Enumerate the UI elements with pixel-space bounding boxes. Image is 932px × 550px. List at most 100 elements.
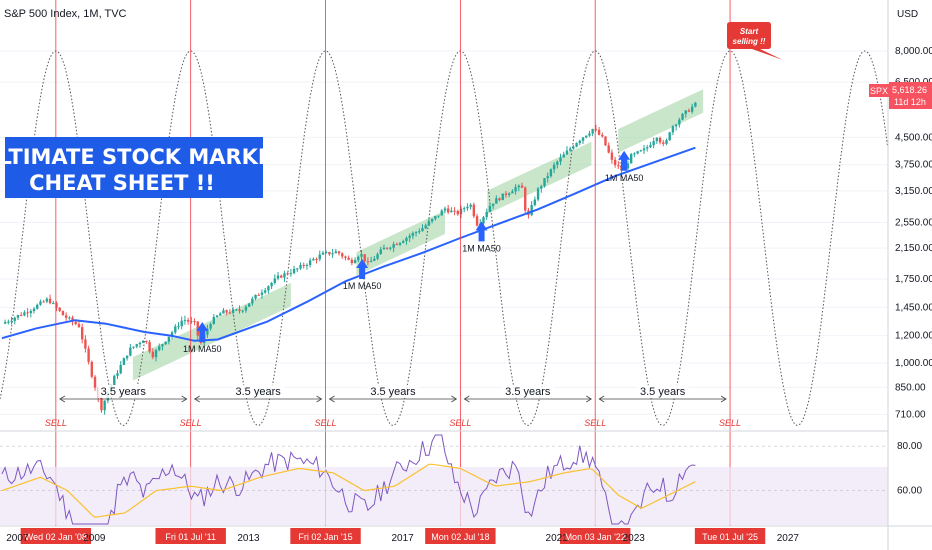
candle-body xyxy=(363,254,366,262)
candle-body xyxy=(633,153,636,155)
current-price-tag[interactable]: SPX 5,618.26 11d 12h xyxy=(869,82,932,109)
x-tick-label: 2017 xyxy=(391,533,414,544)
candle-body xyxy=(116,373,119,376)
candle-body xyxy=(206,328,209,335)
candle-body xyxy=(434,216,437,219)
symbol-text: SPX xyxy=(870,86,888,96)
candle-body xyxy=(296,268,299,270)
candle-body xyxy=(254,294,257,299)
candle-body xyxy=(344,256,347,258)
callout-bubble xyxy=(727,22,783,60)
sine-path xyxy=(0,50,889,426)
candle-body xyxy=(286,273,289,275)
candle-body xyxy=(588,133,591,136)
candle-body xyxy=(276,275,280,279)
cycle-arrow-head xyxy=(451,395,458,403)
candle-body xyxy=(138,342,142,345)
candle-body xyxy=(3,322,7,324)
candle-body xyxy=(546,176,549,179)
banner-box xyxy=(5,137,263,198)
candle-body xyxy=(13,317,16,321)
cycle-arrow-head xyxy=(59,395,66,403)
candle-body xyxy=(353,260,357,264)
candle-body xyxy=(347,257,350,260)
candle-body xyxy=(501,193,504,201)
candle-body xyxy=(524,187,527,211)
y-tick-label: 2,150.00 xyxy=(895,243,932,254)
candle-body xyxy=(238,309,241,311)
candle-body xyxy=(23,312,26,316)
candle-body xyxy=(629,154,633,164)
candle-body xyxy=(177,326,180,328)
cycle-label-bg xyxy=(501,385,554,398)
candle-body xyxy=(270,282,273,287)
candle-body xyxy=(29,311,33,314)
banner-line-2: CHEAT SHEET !! xyxy=(29,171,215,195)
candle-body xyxy=(652,141,655,146)
candle-body xyxy=(158,346,161,351)
candle-body xyxy=(504,193,508,195)
candle-body xyxy=(642,148,646,151)
candle-body xyxy=(151,351,155,358)
candle-body xyxy=(408,235,411,238)
candle-body xyxy=(215,315,219,317)
candle-body xyxy=(562,154,565,158)
cycle-arrow-head xyxy=(598,395,605,403)
candle-body xyxy=(674,124,678,127)
candle-body xyxy=(42,301,45,303)
sell-date-tag xyxy=(694,528,766,544)
channel-band xyxy=(618,89,704,153)
rsi-tick-label: 60.00 xyxy=(897,486,922,497)
candle-body xyxy=(58,307,61,311)
candle-body xyxy=(308,260,312,266)
candle-body xyxy=(280,275,283,278)
candle-body xyxy=(658,137,662,143)
y-tick-label: 8,000.00 xyxy=(895,46,932,57)
candle-body xyxy=(418,231,421,233)
candle-body xyxy=(530,205,533,216)
candle-body xyxy=(318,254,321,260)
cycle-arrow-head xyxy=(316,395,323,403)
cycle-sine-wave xyxy=(0,50,889,426)
candle-body xyxy=(507,193,511,195)
currency-label[interactable]: USD xyxy=(897,9,918,20)
sell-label: SELL xyxy=(180,418,202,428)
candle-body xyxy=(170,332,174,337)
candle-body xyxy=(196,321,199,336)
candle-body xyxy=(414,232,418,234)
x-tick-label: 2021 xyxy=(546,533,569,544)
candle-body xyxy=(517,185,521,188)
candle-body xyxy=(247,303,251,307)
candle-body xyxy=(678,119,681,125)
candle-body xyxy=(228,312,232,314)
candle-body xyxy=(36,304,39,309)
candle-body xyxy=(321,252,325,255)
y-tick-label: 710.00 xyxy=(895,409,926,420)
time-axis[interactable]: 2007 2009 2013 2017 2021 2023 2027 xyxy=(6,533,799,544)
candle-body xyxy=(283,273,286,278)
ma50-arrow xyxy=(475,221,488,242)
sell-date-text: Mon 02 Jul '18 xyxy=(431,532,489,542)
candle-body xyxy=(597,129,601,135)
candle-body xyxy=(437,215,440,217)
candle-body xyxy=(552,164,556,170)
candle-body xyxy=(71,317,74,322)
candle-body xyxy=(578,140,582,144)
candle-body xyxy=(26,312,29,314)
cycle-arrow-head xyxy=(586,395,592,403)
rsi-ma-line xyxy=(1,463,696,518)
x-tick-label: 2009 xyxy=(83,533,106,544)
sell-label: SELL xyxy=(719,418,741,428)
candle-body xyxy=(80,327,84,340)
candle-body xyxy=(626,163,630,169)
ma50-arrow xyxy=(196,322,209,343)
sell-date-tag xyxy=(20,528,92,544)
y-tick-label: 3,150.00 xyxy=(895,186,932,197)
rsi-line xyxy=(1,434,696,525)
sell-label: SELL xyxy=(45,418,67,428)
candle-body xyxy=(475,216,479,226)
candle-body xyxy=(482,217,485,224)
candle-body xyxy=(167,336,171,342)
sell-label: SELL xyxy=(449,418,471,428)
